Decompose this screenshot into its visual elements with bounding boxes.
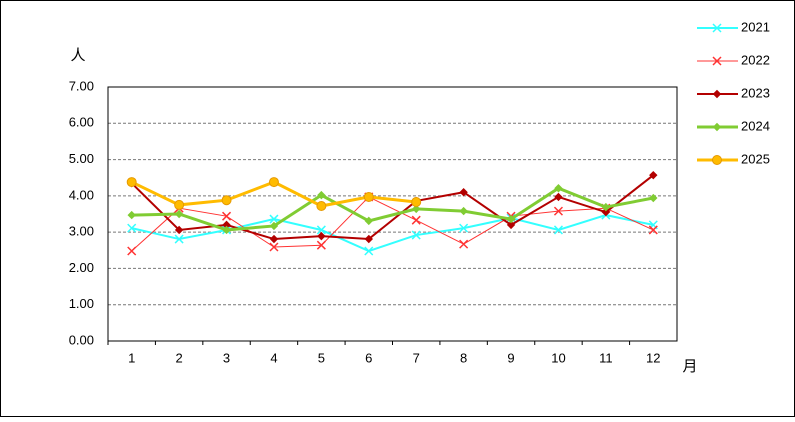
data-point — [127, 210, 136, 220]
data-point — [127, 246, 137, 256]
legend-marker — [712, 23, 722, 33]
x-axis-label: 月 — [682, 358, 697, 375]
data-point — [601, 202, 611, 212]
data-point — [364, 234, 373, 244]
series-line — [131, 214, 654, 253]
legend-label: 2025 — [741, 151, 770, 166]
legend-marker — [712, 89, 722, 99]
legend-marker — [712, 56, 722, 66]
series-line — [131, 196, 654, 252]
series-line — [131, 186, 654, 232]
data-point — [221, 195, 232, 206]
data-point — [459, 239, 469, 249]
data-point — [459, 223, 469, 233]
x-tick-label: 4 — [270, 350, 277, 365]
data-point — [174, 199, 185, 210]
data-point — [316, 225, 326, 235]
data-point — [316, 201, 327, 212]
data-point — [269, 234, 279, 244]
y-tick-label: 2.00 — [69, 260, 94, 275]
data-point — [364, 216, 373, 226]
legend-label: 2022 — [741, 52, 770, 67]
data-point — [126, 177, 137, 188]
data-point — [411, 215, 421, 225]
x-tick-label: 6 — [365, 350, 372, 365]
data-point — [601, 207, 611, 217]
data-point — [174, 234, 184, 244]
data-point — [649, 170, 658, 180]
data-point — [222, 225, 231, 235]
data-point — [459, 206, 468, 216]
x-tick-label: 9 — [507, 350, 514, 365]
data-point — [269, 242, 279, 252]
data-point — [269, 221, 279, 231]
x-tick-label: 11 — [599, 350, 613, 365]
x-tick-label: 2 — [176, 350, 183, 365]
x-tick-label: 3 — [223, 350, 230, 365]
x-tick-label: 12 — [646, 350, 660, 365]
legend-marker — [712, 122, 722, 132]
y-tick-label: 0.00 — [69, 332, 94, 347]
data-point — [649, 193, 658, 203]
data-point — [411, 197, 422, 208]
data-point — [648, 225, 658, 235]
data-point — [269, 214, 279, 224]
legend-label: 2021 — [741, 19, 770, 34]
data-point — [554, 192, 563, 202]
y-tick-label: 4.00 — [69, 187, 94, 202]
x-tick-label: 1 — [128, 350, 135, 365]
data-point — [506, 214, 516, 224]
data-point — [317, 231, 326, 241]
data-point — [364, 246, 374, 256]
data-point — [553, 225, 563, 235]
y-axis-label: 人 — [70, 47, 85, 64]
x-tick-label: 8 — [460, 350, 467, 365]
y-tick-label: 7.00 — [69, 78, 94, 93]
data-point — [411, 230, 421, 240]
data-point — [554, 184, 563, 193]
x-tick-label: 5 — [318, 350, 325, 365]
data-point — [316, 240, 326, 250]
legend-label: 2024 — [741, 118, 770, 133]
legend-label: 2023 — [741, 85, 770, 100]
data-point — [363, 191, 374, 202]
data-point — [459, 188, 468, 197]
data-point — [222, 211, 232, 221]
data-point — [174, 209, 184, 219]
data-point — [553, 206, 563, 216]
data-point — [174, 225, 184, 235]
y-tick-label: 3.00 — [69, 224, 94, 239]
y-tick-label: 1.00 — [69, 296, 94, 311]
y-tick-label: 5.00 — [69, 151, 94, 166]
y-tick-label: 6.00 — [69, 115, 94, 130]
legend-marker — [712, 155, 722, 165]
data-point — [317, 190, 326, 200]
data-point — [412, 204, 421, 214]
data-point — [268, 177, 279, 188]
data-point — [127, 223, 137, 233]
data-point — [506, 220, 516, 230]
x-tick-label: 10 — [551, 350, 565, 365]
x-tick-label: 7 — [413, 350, 420, 365]
